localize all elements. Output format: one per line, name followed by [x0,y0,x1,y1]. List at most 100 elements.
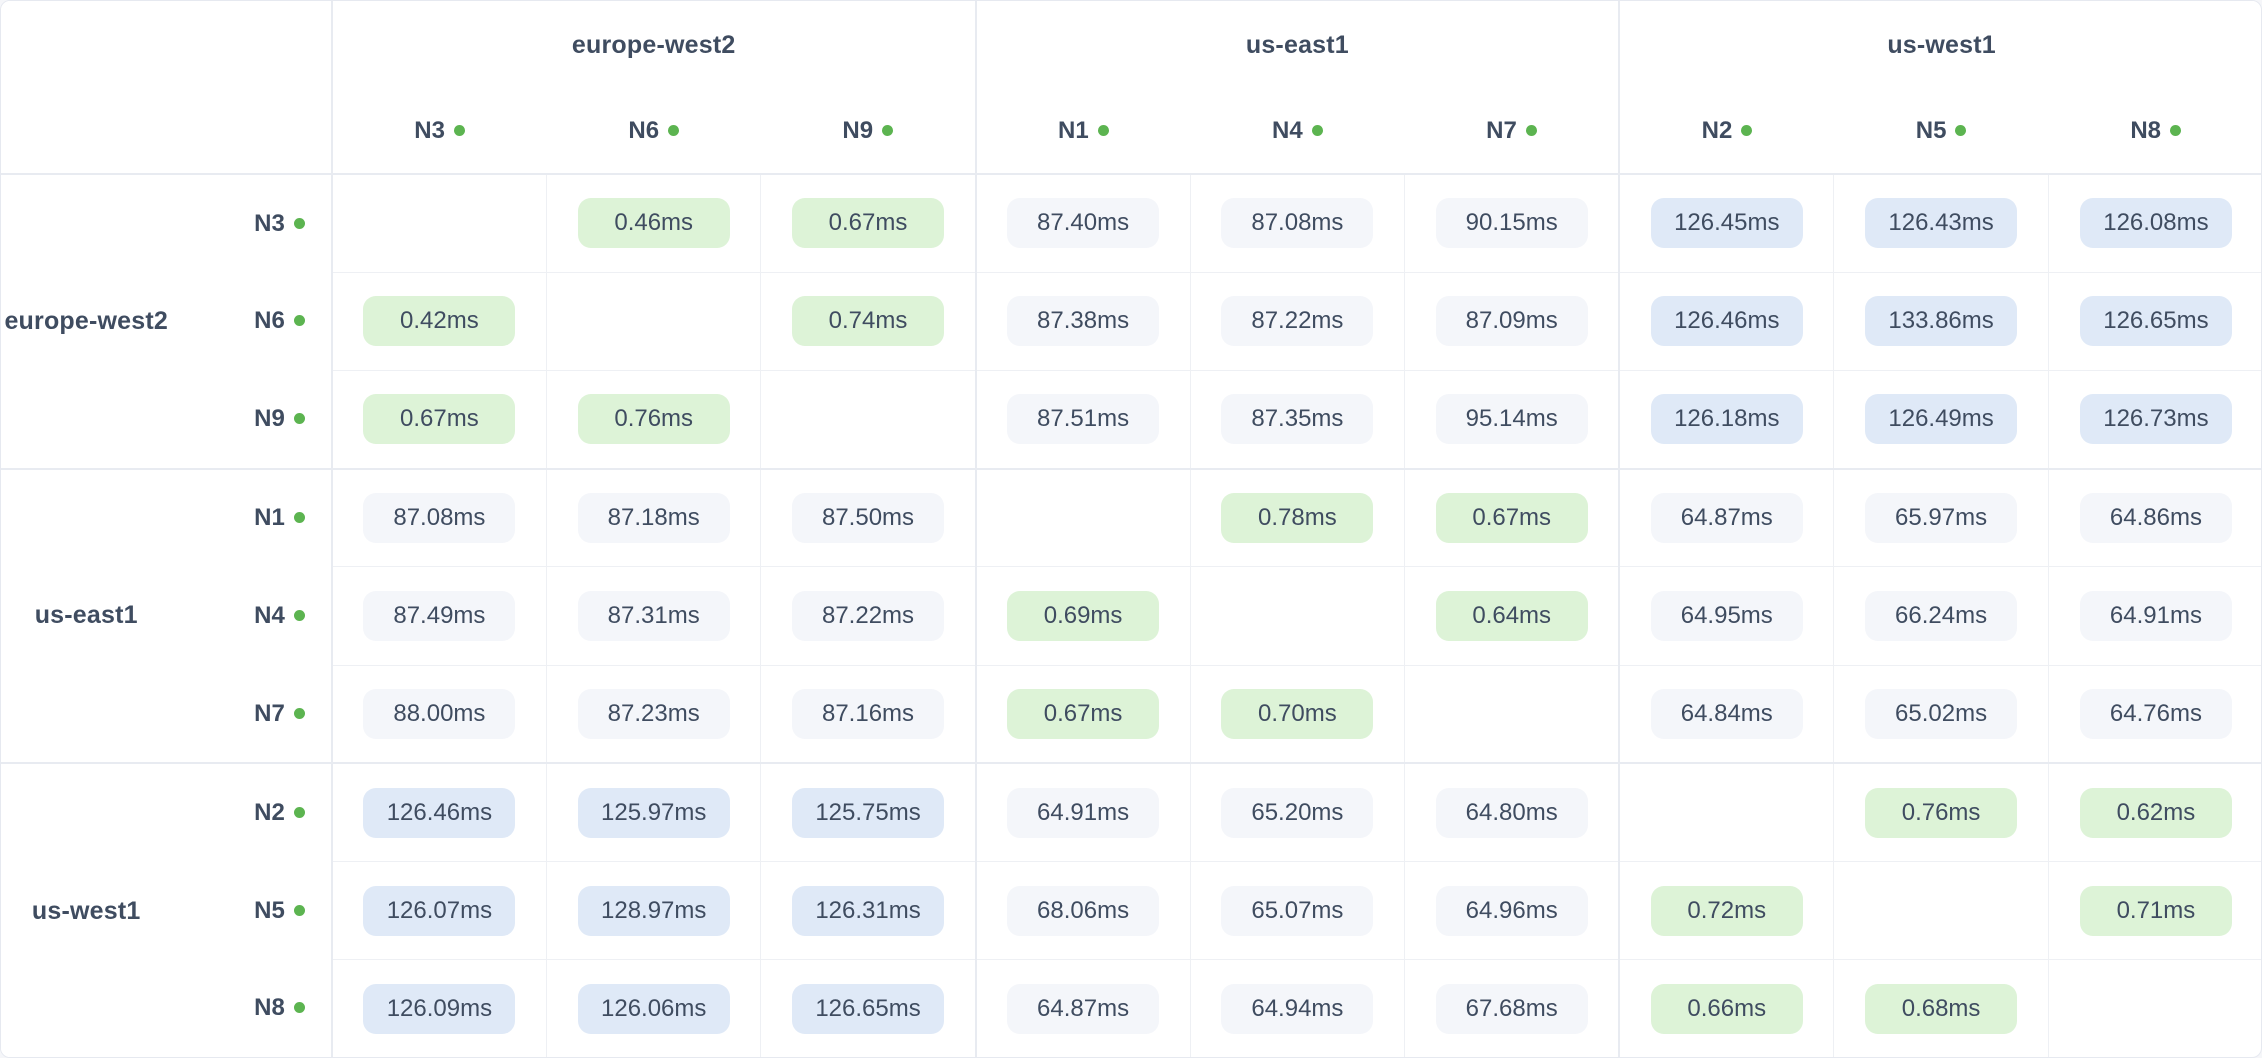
matrix-cell[interactable]: 126.46ms [1618,272,1835,371]
matrix-cell[interactable]: 87.38ms [974,272,1191,371]
latency-value-pill: 68.06ms [1007,885,1160,936]
row-node-header-n1[interactable]: N1 [171,467,333,567]
matrix-cell[interactable]: 125.75ms [760,762,977,863]
matrix-cell[interactable]: 87.18ms [546,467,762,568]
matrix-cell[interactable]: 87.08ms [330,467,547,568]
matrix-cell[interactable]: 126.31ms [760,861,977,961]
row-node-header-n2[interactable]: N2 [171,762,333,862]
matrix-header: europe-west2 us-east1 us-west1 N3 N6 N9 … [1,1,2261,175]
matrix-cell[interactable]: 0.74ms [760,272,977,371]
matrix-cell[interactable]: 126.49ms [1833,370,2049,470]
matrix-cell[interactable]: 64.87ms [974,959,1191,1057]
matrix-cell[interactable]: 126.73ms [2048,370,2261,470]
row-node-header-n7[interactable]: N7 [171,665,333,764]
matrix-cell-empty [974,467,1191,568]
matrix-cell[interactable]: 87.49ms [330,566,547,666]
row-node-header-n3[interactable]: N3 [171,172,333,273]
row-node-header-n5[interactable]: N5 [171,861,333,960]
matrix-cell[interactable]: 126.18ms [1618,370,1835,470]
matrix-cell[interactable]: 88.00ms [330,665,547,764]
matrix-cell[interactable]: 126.45ms [1618,172,1835,273]
matrix-cell[interactable]: 0.64ms [1404,566,1620,666]
matrix-cell[interactable]: 126.07ms [330,861,547,961]
matrix-cell[interactable]: 64.91ms [2048,566,2261,666]
column-node-header-n7[interactable]: N7 [1404,89,1620,175]
matrix-cell[interactable]: 64.86ms [2048,467,2261,568]
matrix-cell[interactable]: 0.76ms [1833,762,2049,863]
matrix-cell[interactable]: 65.02ms [1833,665,2049,764]
status-online-dot-icon [1311,125,1323,136]
matrix-cell[interactable]: 64.94ms [1190,959,1406,1057]
matrix-cell[interactable]: 64.87ms [1618,467,1835,568]
column-node-header-n6[interactable]: N6 [546,89,761,175]
matrix-cell[interactable]: 125.97ms [546,762,762,863]
latency-value-pill: 87.51ms [1007,394,1160,445]
matrix-cell[interactable]: 65.20ms [1190,762,1406,863]
matrix-cell[interactable]: 87.35ms [1190,370,1406,470]
matrix-cell[interactable]: 64.91ms [974,762,1191,863]
matrix-cell[interactable]: 87.40ms [974,172,1191,273]
table-row: us-east1 N1 87.08ms 87.18ms 87.50ms 0.78ms 0.6… [1,467,2261,764]
matrix-cell[interactable]: 126.43ms [1833,172,2049,273]
matrix-cell[interactable]: 66.24ms [1833,566,2049,666]
matrix-cell[interactable]: 126.65ms [760,959,977,1057]
column-node-header-n2[interactable]: N2 [1618,89,1834,175]
matrix-cell[interactable]: 0.67ms [760,172,977,273]
matrix-cell[interactable]: 0.66ms [1618,959,1835,1057]
matrix-cell[interactable]: 95.14ms [1404,370,1620,470]
matrix-cell[interactable]: 0.67ms [974,665,1191,764]
matrix-cell[interactable]: 64.80ms [1404,762,1620,863]
matrix-cell[interactable]: 87.23ms [546,665,762,764]
matrix-cell[interactable]: 67.68ms [1404,959,1620,1057]
row-node-header-n9[interactable]: N9 [171,370,333,469]
matrix-cell[interactable]: 87.31ms [546,566,762,666]
matrix-cell-empty [1833,861,2049,961]
matrix-cell[interactable]: 65.97ms [1833,467,2049,568]
column-node-header-n9[interactable]: N9 [760,89,976,175]
matrix-cell[interactable]: 87.50ms [760,467,977,568]
matrix-cell[interactable]: 0.46ms [546,172,762,273]
matrix-cell[interactable]: 126.09ms [330,959,547,1057]
matrix-cell[interactable]: 0.78ms [1190,467,1406,568]
matrix-cell[interactable]: 126.65ms [2048,272,2261,371]
matrix-cell[interactable]: 68.06ms [974,861,1191,961]
matrix-cell[interactable]: 128.97ms [546,861,762,961]
table-row: us-west1 N2 126.46ms 125.97ms 125.75ms 64.91m… [1,762,2261,1057]
row-node-header-n6[interactable]: N6 [171,272,333,371]
matrix-cell[interactable]: 0.70ms [1190,665,1406,764]
matrix-cell[interactable]: 87.08ms [1190,172,1406,273]
matrix-cell[interactable]: 87.22ms [760,566,977,666]
matrix-cell[interactable]: 0.42ms [330,272,547,371]
matrix-cell[interactable]: 87.51ms [974,370,1191,470]
matrix-cell[interactable]: 133.86ms [1833,272,2049,371]
latency-value-pill: 0.76ms [1865,787,2018,838]
matrix-cell[interactable]: 0.76ms [546,370,762,470]
matrix-cell[interactable]: 87.16ms [760,665,977,764]
matrix-cell[interactable]: 0.62ms [2048,762,2261,863]
row-node-header-n8[interactable]: N8 [171,959,333,1057]
matrix-cell[interactable]: 87.22ms [1190,272,1406,371]
matrix-cell[interactable]: 90.15ms [1404,172,1620,273]
column-node-header-n8[interactable]: N8 [2048,89,2261,175]
matrix-cell[interactable]: 64.84ms [1618,665,1835,764]
column-node-header-n5[interactable]: N5 [1833,89,2049,175]
matrix-cell[interactable]: 87.09ms [1404,272,1620,371]
matrix-cell[interactable]: 0.71ms [2048,861,2261,961]
matrix-cell[interactable]: 64.96ms [1404,861,1620,961]
column-node-header-n4[interactable]: N4 [1190,89,1405,175]
matrix-cell[interactable]: 64.95ms [1618,566,1835,666]
matrix-cell[interactable]: 0.67ms [1404,467,1620,568]
column-node-header-n1[interactable]: N1 [974,89,1191,175]
matrix-cell[interactable]: 0.68ms [1833,959,2049,1057]
matrix-cell[interactable]: 126.06ms [546,959,762,1057]
matrix-cell[interactable]: 65.07ms [1190,861,1406,961]
matrix-cell[interactable]: 126.46ms [330,762,547,863]
row-node-header-n4[interactable]: N4 [171,566,333,666]
column-node-header-n3[interactable]: N3 [330,89,547,175]
matrix-cell[interactable]: 0.69ms [974,566,1191,666]
matrix-cell[interactable]: 126.08ms [2048,172,2261,273]
matrix-cell[interactable]: 0.67ms [330,370,547,470]
latency-value-pill: 126.31ms [792,885,945,936]
matrix-cell[interactable]: 64.76ms [2048,665,2261,764]
matrix-cell[interactable]: 0.72ms [1618,861,1835,961]
